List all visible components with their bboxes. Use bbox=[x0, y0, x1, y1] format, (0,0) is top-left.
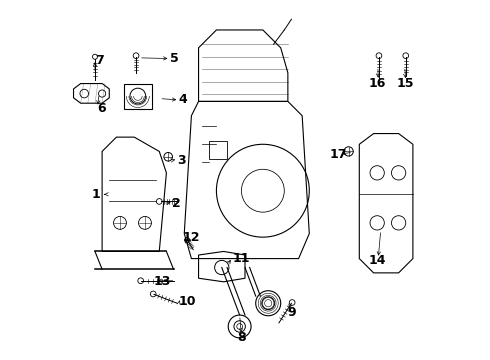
Text: 8: 8 bbox=[237, 331, 246, 344]
Text: 5: 5 bbox=[170, 52, 179, 65]
Text: 16: 16 bbox=[368, 77, 386, 90]
Text: 9: 9 bbox=[288, 306, 296, 319]
Text: 4: 4 bbox=[179, 93, 188, 106]
Text: 1: 1 bbox=[92, 188, 100, 201]
Text: 14: 14 bbox=[368, 254, 386, 267]
Text: 7: 7 bbox=[95, 54, 104, 67]
Text: 2: 2 bbox=[172, 197, 180, 210]
Text: 17: 17 bbox=[329, 148, 346, 162]
Text: 6: 6 bbox=[97, 102, 105, 115]
Text: 10: 10 bbox=[179, 295, 196, 308]
Text: 3: 3 bbox=[177, 154, 186, 167]
Text: 15: 15 bbox=[397, 77, 415, 90]
Text: 13: 13 bbox=[154, 275, 172, 288]
Text: 11: 11 bbox=[232, 252, 250, 265]
Text: 12: 12 bbox=[182, 231, 200, 244]
